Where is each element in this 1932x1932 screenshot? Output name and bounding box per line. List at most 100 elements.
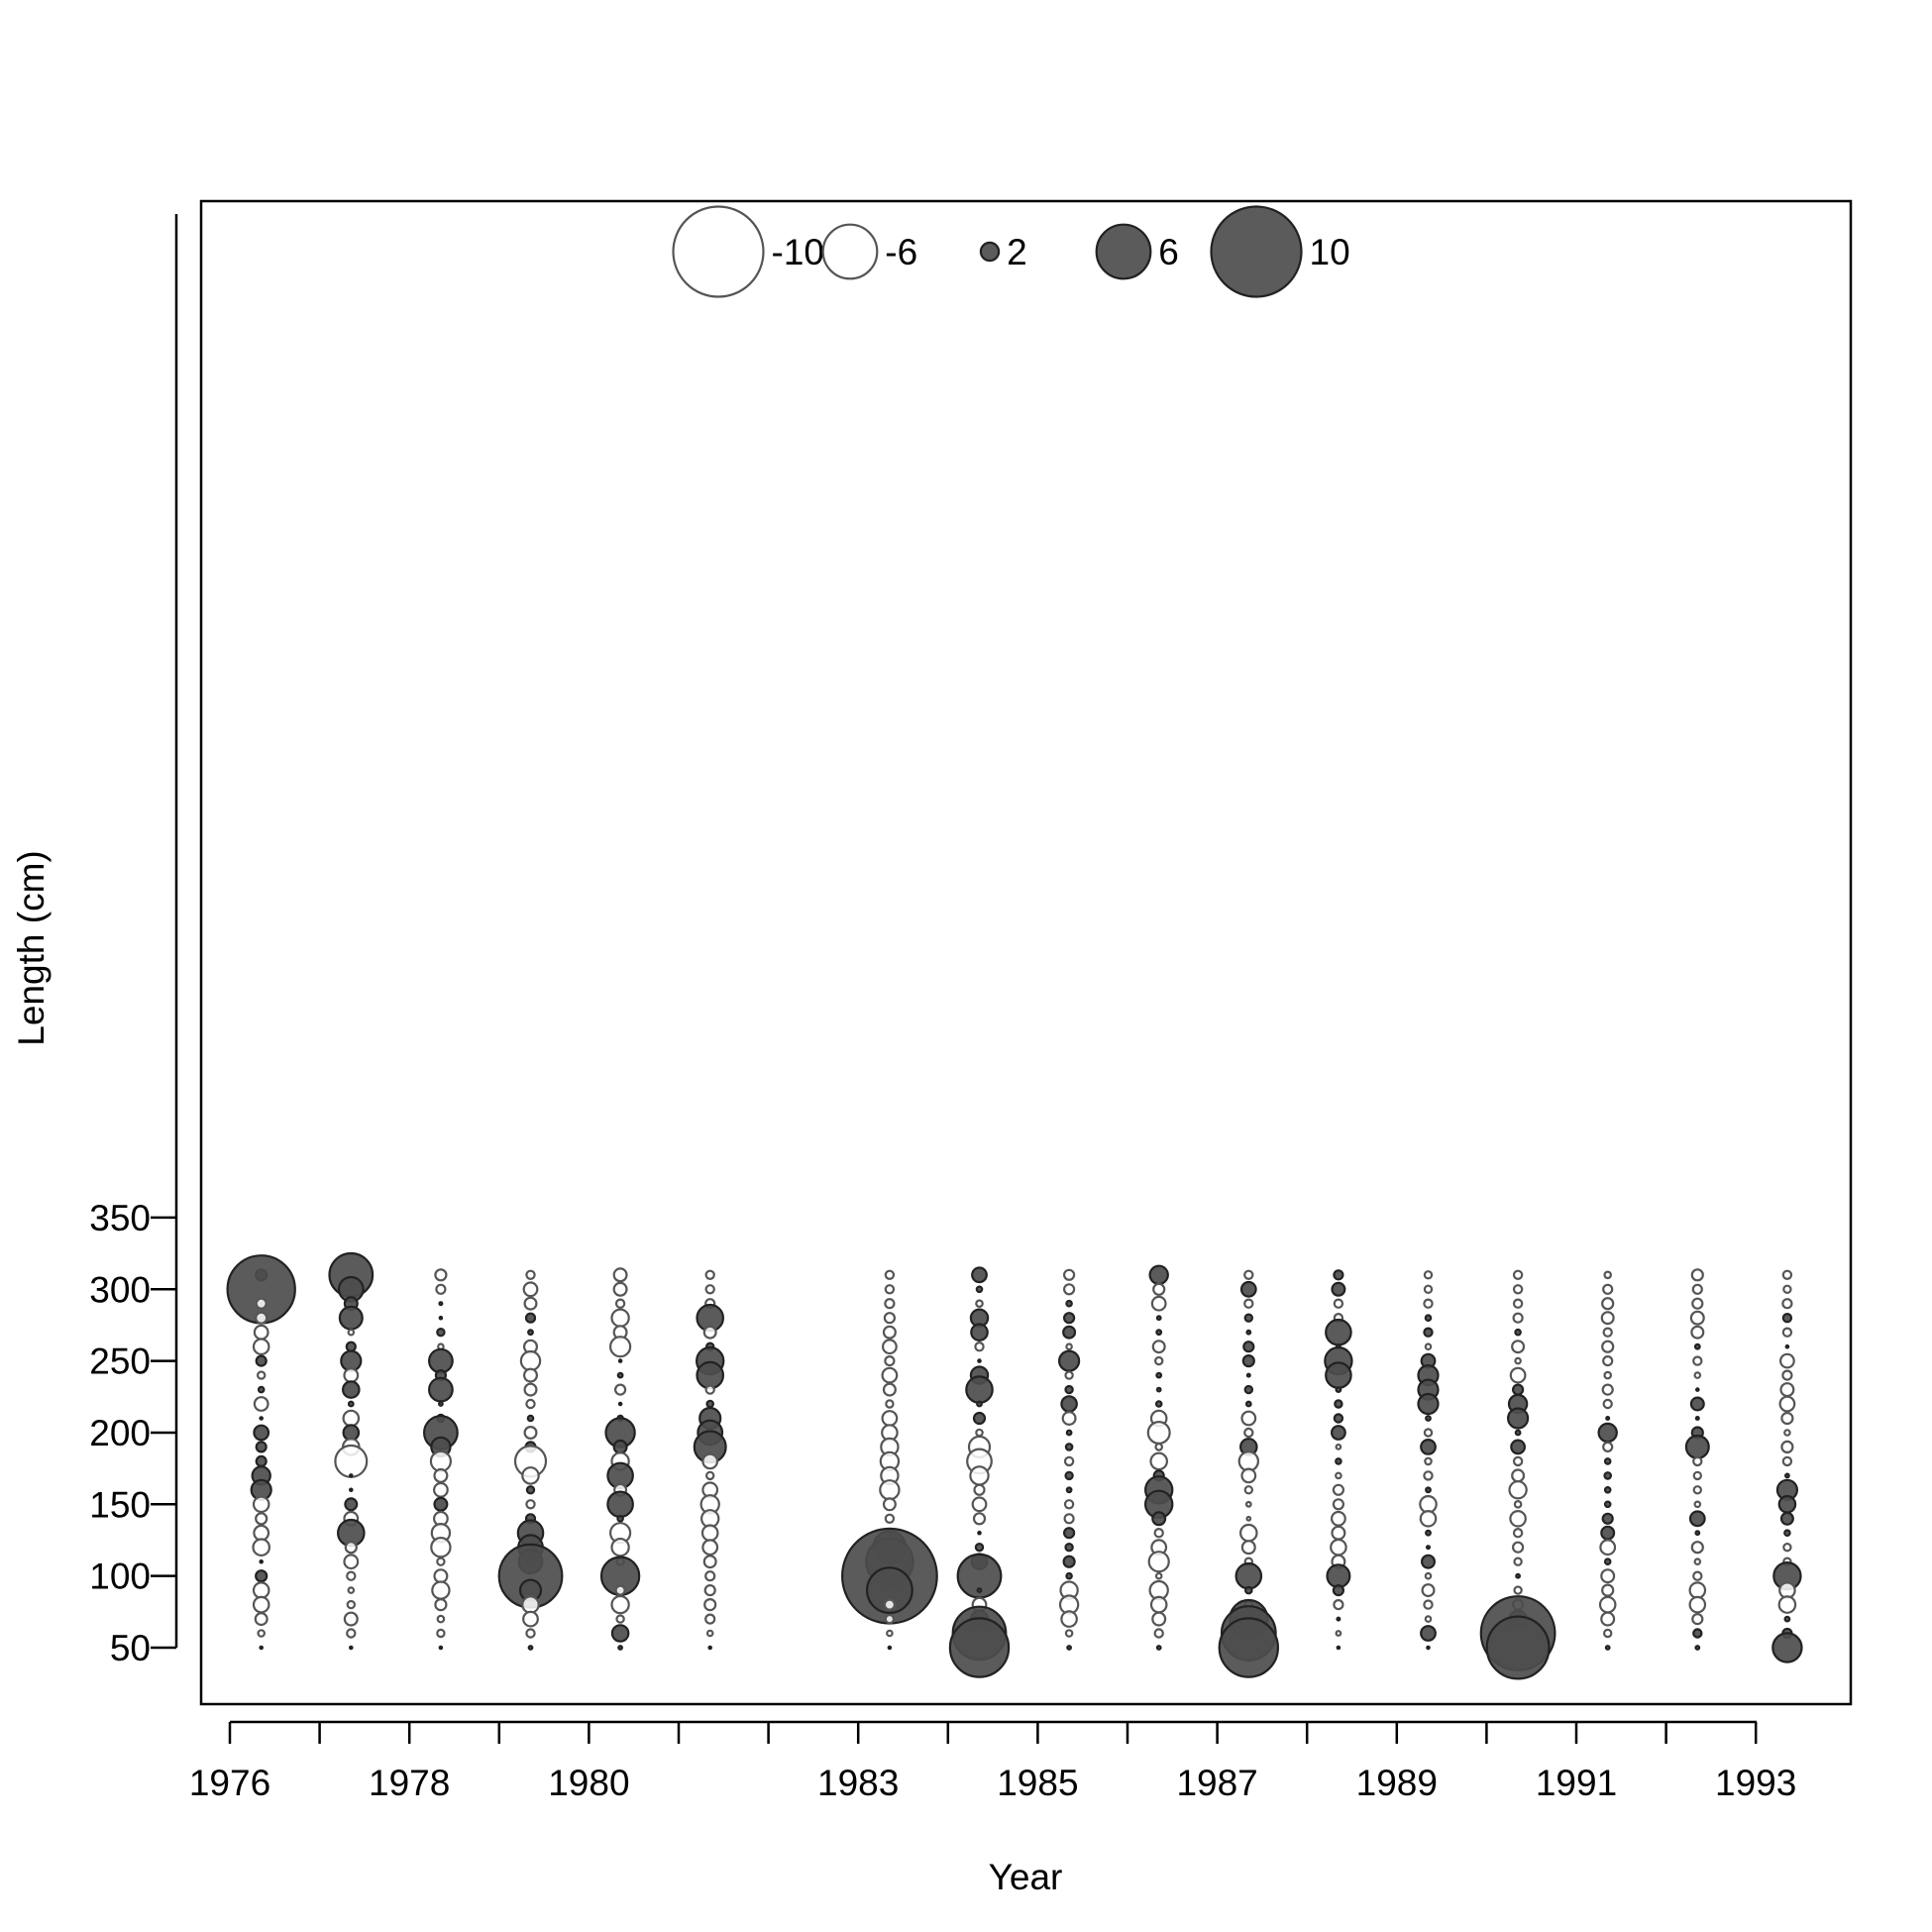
bubble-point xyxy=(1151,1340,1166,1354)
bubble-point xyxy=(1423,1599,1434,1610)
bubble-point xyxy=(1423,1470,1434,1481)
bubble-point xyxy=(1692,1485,1703,1495)
bubble-point xyxy=(434,1268,448,1282)
bubble-point xyxy=(1243,1269,1254,1281)
bubble-point xyxy=(1153,1527,1164,1539)
bubble-point xyxy=(1065,1429,1073,1437)
bubble-point xyxy=(1690,1325,1705,1340)
bubble-point xyxy=(612,1439,628,1454)
bubble-point xyxy=(1693,1557,1702,1566)
bubble-point xyxy=(344,1497,359,1512)
bubble-point xyxy=(1694,1415,1700,1421)
bubble-point xyxy=(884,1513,896,1525)
y-axis-title: Length (cm) xyxy=(11,850,52,1045)
bubble-point xyxy=(1695,1387,1700,1392)
bubble-point xyxy=(1601,1583,1615,1597)
bubble-point xyxy=(1061,1410,1077,1426)
bubble-point xyxy=(1421,1583,1436,1598)
y-tick-label: 200 xyxy=(89,1413,151,1453)
bubble-point xyxy=(1512,1312,1524,1324)
bubble-point xyxy=(617,1645,623,1651)
bubble-point xyxy=(1243,1384,1254,1395)
bubble-point xyxy=(436,1614,446,1624)
bubble-point xyxy=(1485,1615,1551,1680)
x-axis-title: Year xyxy=(989,1857,1063,1897)
bubble-point xyxy=(704,1613,716,1625)
bubble-point xyxy=(523,1296,538,1311)
bubble-point xyxy=(1513,1585,1523,1595)
bubble-point xyxy=(1514,1356,1522,1365)
bubble-point xyxy=(614,1298,626,1309)
bubble-point xyxy=(430,1536,452,1558)
bubble-point xyxy=(1242,1341,1255,1353)
bubble-point xyxy=(1511,1468,1526,1483)
x-tick-label: 1993 xyxy=(1715,1763,1796,1803)
bubble-point xyxy=(259,1558,265,1564)
bubble-point xyxy=(252,1538,271,1556)
bubble-point xyxy=(1425,1486,1432,1494)
bubble-point xyxy=(1333,1413,1344,1424)
bubble-point xyxy=(428,1347,454,1374)
bubble-point xyxy=(1064,1542,1074,1553)
bubble-point xyxy=(1600,1311,1615,1326)
bubble-point xyxy=(612,1267,628,1283)
bubble-point xyxy=(887,1645,893,1651)
bubble-point xyxy=(1693,1371,1702,1379)
bubble-point xyxy=(526,1414,535,1423)
legend: -10 -6 2 6 10 xyxy=(672,205,1350,298)
bubble-point xyxy=(438,1315,444,1321)
bubble-point xyxy=(433,1496,449,1512)
bubble-point xyxy=(1420,1438,1437,1455)
y-axis: 50 100 150 200 250 300 350 xyxy=(89,214,178,1668)
bubble-point xyxy=(435,1283,447,1295)
bubble-point xyxy=(1604,1645,1611,1651)
bubble-point xyxy=(1771,1632,1803,1664)
bubble-point xyxy=(1511,1541,1525,1554)
bubble-point xyxy=(1335,1457,1342,1465)
bubble-point xyxy=(610,1594,630,1615)
bubble-point xyxy=(342,1409,361,1428)
bubble-point xyxy=(702,1325,717,1340)
bubble-point xyxy=(881,1366,899,1384)
bubble-point xyxy=(703,1583,716,1597)
bubble-point xyxy=(1062,1268,1076,1281)
legend-marker xyxy=(1210,205,1303,298)
bubble-point xyxy=(1244,1500,1252,1508)
bubble-point xyxy=(344,1541,358,1555)
x-tick-label: 1987 xyxy=(1176,1763,1257,1803)
bubble-point xyxy=(971,1266,988,1284)
bubble-point xyxy=(1602,1441,1614,1453)
bubble-point xyxy=(1781,1269,1793,1281)
bubble-point xyxy=(527,1329,534,1337)
bubble-point xyxy=(1511,1340,1526,1354)
bubble-point xyxy=(434,1597,448,1612)
bubble-point xyxy=(347,1586,356,1594)
bubble-point xyxy=(525,1398,536,1410)
legend-marker xyxy=(1095,223,1152,280)
bubble-point xyxy=(1425,1545,1431,1551)
bubble-point xyxy=(1777,1495,1797,1514)
bubble-point xyxy=(1693,1500,1702,1509)
bubble-point xyxy=(1425,1529,1432,1537)
bubble-point xyxy=(1783,1472,1790,1479)
bubble-point xyxy=(1694,1645,1701,1651)
bubble-point xyxy=(1423,1327,1434,1338)
bubble-point xyxy=(1781,1327,1793,1338)
x-tick-label: 1985 xyxy=(997,1763,1078,1803)
bubble-point xyxy=(1602,1398,1613,1410)
bubble-point xyxy=(1245,1372,1251,1378)
bubble-point xyxy=(948,1617,1011,1678)
bubble-point xyxy=(1506,1407,1530,1430)
bubble-point xyxy=(613,1383,627,1396)
bubble-point xyxy=(343,1611,359,1627)
bubble-point xyxy=(1599,1539,1617,1556)
bubble-point xyxy=(1601,1512,1614,1525)
bubble-point xyxy=(879,1479,901,1501)
bubble-point xyxy=(616,1515,624,1523)
bubble-point xyxy=(866,1566,913,1614)
bubble-point xyxy=(1603,1370,1613,1380)
bubble-point xyxy=(438,1645,444,1651)
bubble-point xyxy=(616,1371,624,1379)
bubble-point xyxy=(1689,1396,1705,1412)
bubble-point xyxy=(1335,1443,1342,1450)
